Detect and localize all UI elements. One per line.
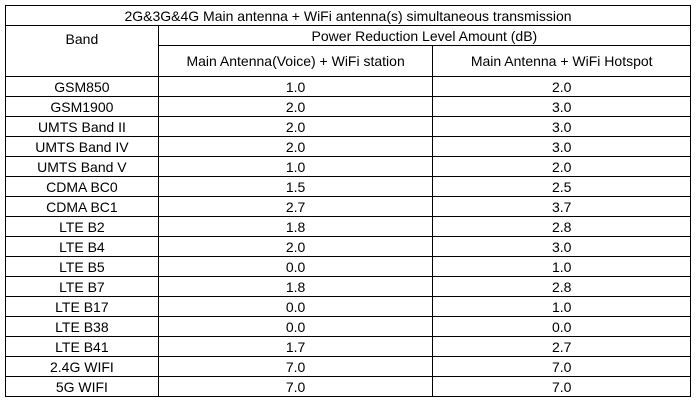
hotspot-value: 2.7 xyxy=(432,336,691,357)
band-cell: LTE B7 xyxy=(5,276,159,297)
station-value: 7.0 xyxy=(157,356,434,377)
group-header: Power Reduction Level Amount (dB) xyxy=(157,25,692,46)
station-value: 2.7 xyxy=(157,196,434,217)
hotspot-value: 3.0 xyxy=(432,136,691,157)
data-row: LTE B5 0.0 1.0 xyxy=(5,256,691,277)
station-value: 1.5 xyxy=(157,176,434,197)
data-row: 2.4G WIFI 7.0 7.0 xyxy=(5,356,691,377)
data-row: UMTS Band IV 2.0 3.0 xyxy=(5,136,691,157)
band-cell: 5G WIFI xyxy=(5,376,159,397)
data-row: UMTS Band II 2.0 3.0 xyxy=(5,116,691,137)
data-row: CDMA BC1 2.7 3.7 xyxy=(5,196,691,217)
band-cell: LTE B38 xyxy=(5,316,159,337)
column-header: Main Antenna(Voice) + WiFi station xyxy=(157,45,434,77)
station-value: 0.0 xyxy=(157,256,434,277)
hotspot-value: 1.0 xyxy=(432,296,691,317)
band-cell: LTE B4 xyxy=(5,236,159,257)
hotspot-value: 0.0 xyxy=(432,316,691,337)
band-cell: LTE B17 xyxy=(5,296,159,317)
hotspot-value: 2.0 xyxy=(432,156,691,177)
station-value: 1.0 xyxy=(157,76,434,97)
hotspot-value: 1.0 xyxy=(432,256,691,277)
band-cell: LTE B5 xyxy=(5,256,159,277)
reduction-table: 2G&3G&4G Main antenna + WiFi antenna(s) … xyxy=(5,5,692,397)
band-cell: UMTS Band II xyxy=(5,116,159,137)
data-row: LTE B41 1.7 2.7 xyxy=(5,336,691,357)
data-row: LTE B38 0.0 0.0 xyxy=(5,316,691,337)
band-header: Band xyxy=(5,25,159,77)
hotspot-value: 3.0 xyxy=(432,236,691,257)
column-header-row: Main Antenna(Voice) + WiFi station Main … xyxy=(6,45,691,77)
data-row: LTE B17 0.0 1.0 xyxy=(5,296,691,317)
data-row: CDMA BC0 1.5 2.5 xyxy=(5,176,691,197)
hotspot-value: 7.0 xyxy=(432,356,691,377)
station-value: 1.0 xyxy=(157,156,434,177)
station-value: 1.8 xyxy=(157,276,434,297)
band-cell: CDMA BC1 xyxy=(5,196,159,217)
data-row: GSM850 1.0 2.0 xyxy=(5,76,691,97)
station-value: 0.0 xyxy=(157,296,434,317)
hotspot-value: 3.0 xyxy=(432,96,691,117)
hotspot-value: 2.0 xyxy=(432,76,691,97)
band-cell: LTE B2 xyxy=(5,216,159,237)
station-value: 0.0 xyxy=(157,316,434,337)
band-cell: LTE B41 xyxy=(5,336,159,357)
band-cell: 2.4G WIFI xyxy=(5,356,159,377)
data-row: GSM1900 2.0 3.0 xyxy=(5,96,691,117)
table-body: 2G&3G&4G Main antenna + WiFi antenna(s) … xyxy=(5,5,692,397)
data-row: UMTS Band V 1.0 2.0 xyxy=(5,156,691,177)
title-row: 2G&3G&4G Main antenna + WiFi antenna(s) … xyxy=(5,5,691,26)
hotspot-value: 3.7 xyxy=(432,196,691,217)
band-cell: GSM1900 xyxy=(5,96,159,117)
data-row: LTE B2 1.8 2.8 xyxy=(5,216,691,237)
group-header-row: Band Power Reduction Level Amount (dB) xyxy=(5,25,692,77)
table-title: 2G&3G&4G Main antenna + WiFi antenna(s) … xyxy=(5,5,691,26)
station-value: 7.0 xyxy=(157,376,434,397)
band-cell: UMTS Band V xyxy=(5,156,159,177)
station-value: 2.0 xyxy=(157,236,434,257)
station-value: 2.0 xyxy=(157,96,434,117)
data-row: 5G WIFI 7.0 7.0 xyxy=(5,376,691,397)
hotspot-value: 2.8 xyxy=(432,276,691,297)
hotspot-value: 3.0 xyxy=(432,116,691,137)
band-cell: UMTS Band IV xyxy=(5,136,159,157)
station-value: 1.8 xyxy=(157,216,434,237)
data-row: LTE B4 2.0 3.0 xyxy=(5,236,691,257)
band-cell: CDMA BC0 xyxy=(5,176,159,197)
station-value: 1.7 xyxy=(157,336,434,357)
hotspot-value: 7.0 xyxy=(432,376,691,397)
station-value: 2.0 xyxy=(157,116,434,137)
hotspot-value: 2.5 xyxy=(432,176,691,197)
column-header: Main Antenna + WiFi Hotspot xyxy=(432,45,691,77)
station-value: 2.0 xyxy=(157,136,434,157)
hotspot-value: 2.8 xyxy=(432,216,691,237)
data-row: LTE B7 1.8 2.8 xyxy=(5,276,691,297)
band-cell: GSM850 xyxy=(5,76,159,97)
